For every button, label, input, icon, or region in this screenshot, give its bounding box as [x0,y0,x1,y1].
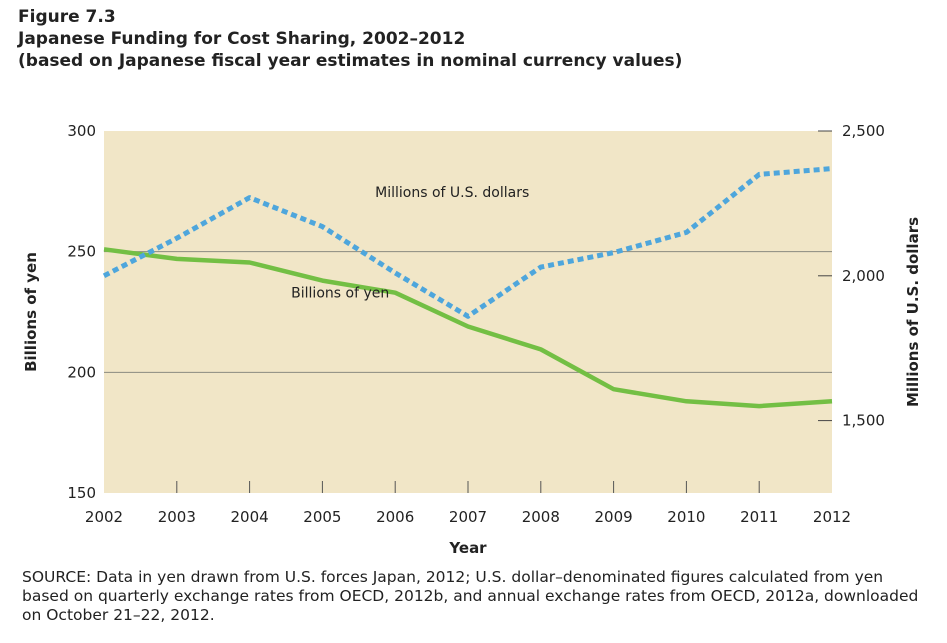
line-chart: 2002 2003 2004 2005 2006 2007 2008 2009 2010 2011… [22,122,922,557]
y-right-tick-label: 2,000 [842,267,885,285]
chart-title: Japanese Funding for Cost Sharing, 2002–… [18,29,466,49]
series-group [102,166,833,409]
x-tick-label: 2007 [449,508,487,526]
y-left-tick-label: 250 [67,243,96,261]
chart-subtitle: (based on Japanese fiscal year estimates… [18,51,683,71]
x-tick-label: 2003 [158,508,196,526]
series-label-usd: Millions of U.S. dollars [375,185,529,201]
gridlines [104,251,832,373]
right-axis-ticks: 1,500 2,000 2,500 [818,122,885,430]
yen-series-line [103,247,833,409]
source-note: SOURCE: Data in yen drawn from U.S. forc… [22,568,919,624]
y-right-axis-title: Millions of U.S. dollars [904,217,922,407]
x-tick-label: 2009 [595,508,633,526]
y-left-axis-title: Billions of yen [22,252,40,372]
series-label-yen: Billions of yen [291,286,389,302]
x-tick-label: 2006 [376,508,414,526]
axis-labels: 150 200 250 300 Year Billions of yen Millions … [22,122,922,557]
figure-header: Figure 7.3 Japanese Funding for Cost Sha… [18,6,682,72]
x-tick-label: 2002 [85,508,123,526]
y-left-tick-label: 150 [67,484,96,502]
usd-series-line [102,166,833,319]
x-tick-label: 2012 [813,508,851,526]
y-right-tick-label: 2,500 [842,122,885,140]
x-tick-label: 2005 [303,508,341,526]
y-right-tick-label: 1,500 [842,412,885,430]
x-tick-label: 2011 [740,508,778,526]
plot-area [104,131,832,493]
x-axis-ticks: 2002 2003 2004 2005 2006 2007 2008 2009 2010 2011… [85,481,851,526]
x-axis-title: Year [448,539,487,557]
x-tick-label: 2010 [667,508,705,526]
x-tick-label: 2008 [522,508,560,526]
y-left-tick-label: 300 [67,122,96,140]
y-left-tick-label: 200 [67,363,96,381]
x-tick-label: 2004 [231,508,269,526]
figure-number: Figure 7.3 [18,7,116,27]
